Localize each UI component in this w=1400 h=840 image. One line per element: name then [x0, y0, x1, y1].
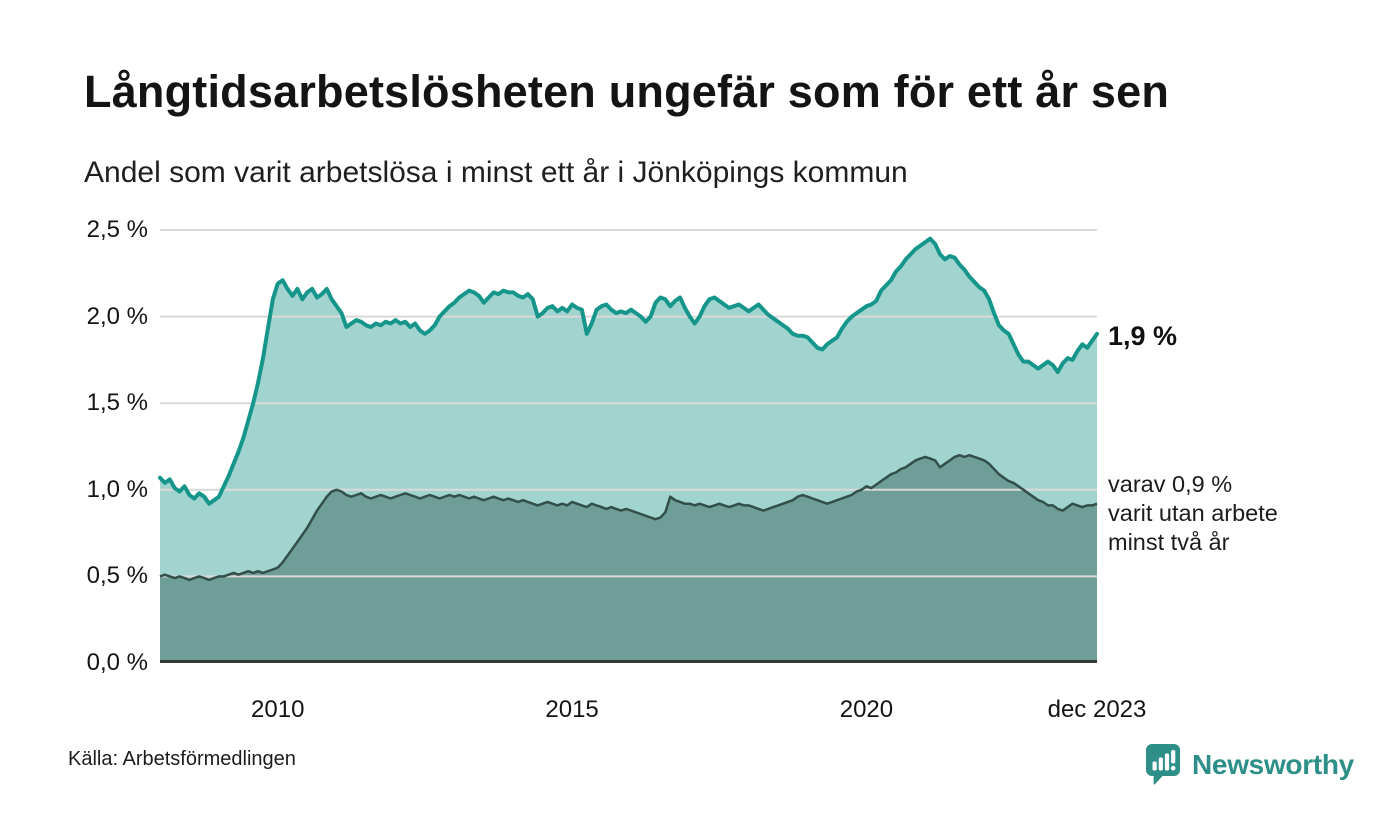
- sub-annotation-line: varav 0,9 %: [1108, 471, 1233, 497]
- newsworthy-logo-text: Newsworthy: [1192, 749, 1354, 780]
- newsworthy-logo: Newsworthy: [1143, 742, 1354, 788]
- y-axis-label: 1,5 %: [86, 389, 148, 417]
- y-axis-label: 0,0 %: [86, 649, 148, 676]
- sub-annotation-line: minst två år: [1108, 529, 1230, 555]
- y-axis-label: 2,0 %: [86, 302, 148, 330]
- x-axis-label: 2010: [251, 696, 305, 723]
- x-axis-label: 2015: [545, 696, 599, 723]
- x-axis-label: 2020: [839, 696, 894, 723]
- y-axis-label: 0,5 %: [86, 562, 148, 590]
- source-note: Källa: Arbetsförmedlingen: [68, 748, 296, 770]
- plot-area: [158, 229, 1099, 663]
- y-axis-label: 2,5 %: [86, 216, 148, 243]
- area-fill-sub: [160, 455, 1097, 663]
- y-axis-label: 1,0 %: [86, 475, 148, 503]
- sub-annotation-line: varit utan arbete: [1108, 500, 1278, 526]
- newsworthy-logo-icon: [1146, 744, 1180, 785]
- sub-series-annotation: varav 0,9 % varit utan arbete minst två …: [1108, 470, 1278, 557]
- latest-value-label: 1,9 %: [1108, 321, 1178, 351]
- line-sub: [159, 453, 1098, 582]
- line-total: [158, 236, 1099, 506]
- chart-title: Långtidsarbetslösheten ungefär som för e…: [84, 66, 1170, 117]
- area-chart: [158, 229, 1099, 663]
- chart-subtitle: Andel som varit arbetslösa i minst ett å…: [84, 156, 908, 189]
- x-axis-label: dec 2023: [1047, 696, 1147, 723]
